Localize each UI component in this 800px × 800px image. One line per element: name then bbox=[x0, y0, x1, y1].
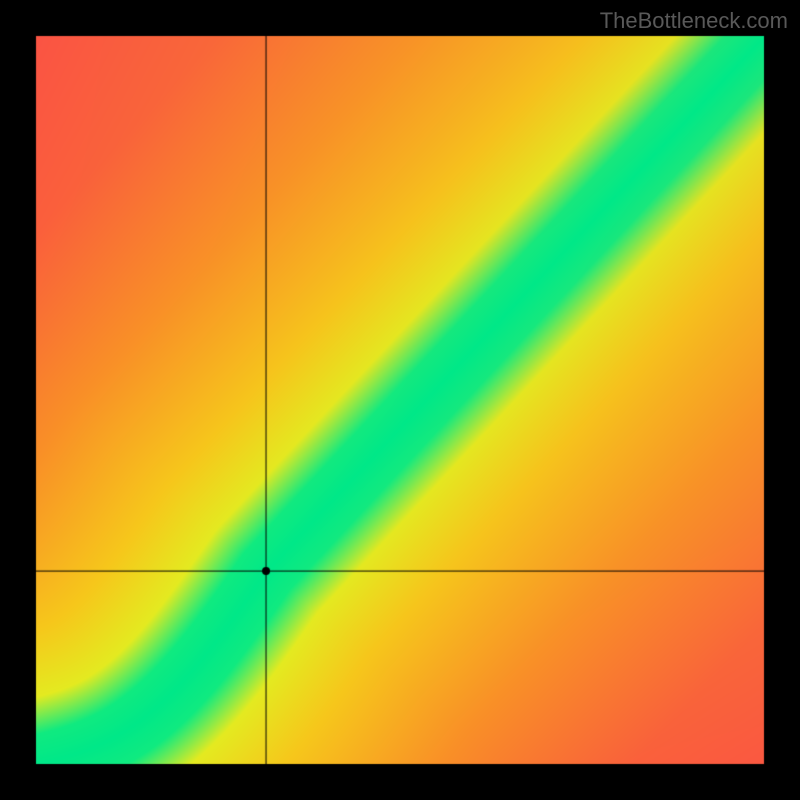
chart-container: TheBottleneck.com bbox=[0, 0, 800, 800]
bottleneck-heatmap bbox=[0, 0, 800, 800]
watermark-text: TheBottleneck.com bbox=[600, 8, 788, 34]
